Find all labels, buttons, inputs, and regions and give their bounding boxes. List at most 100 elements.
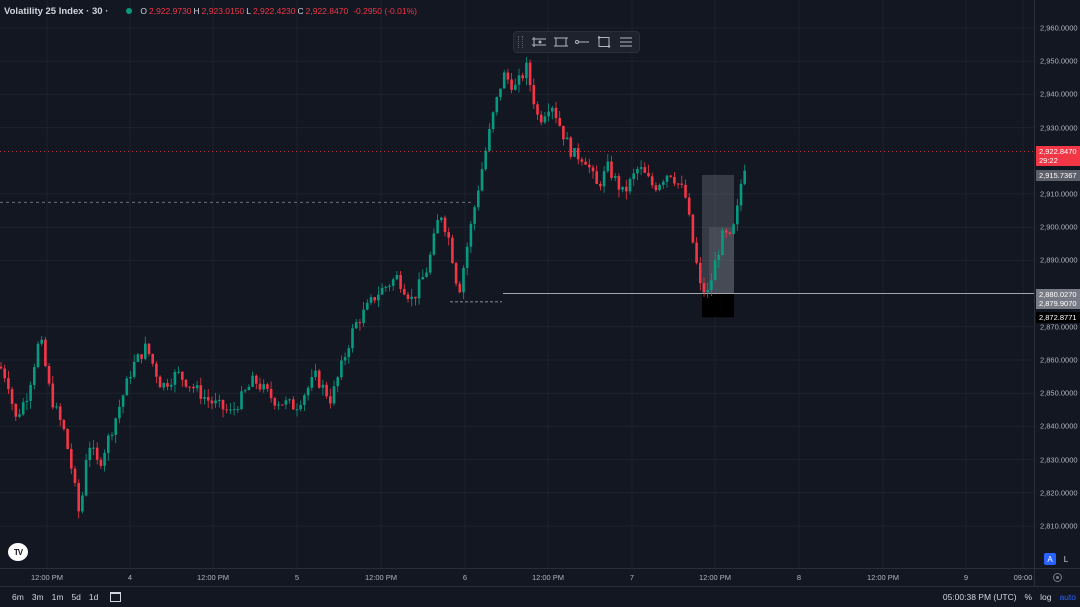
candle-body	[576, 148, 580, 160]
candle-body	[218, 399, 221, 401]
percent-toggle[interactable]: %	[1024, 592, 1033, 602]
candle-body	[303, 395, 306, 405]
symbol-title[interactable]: Volatility 25 Index · 30 ·	[4, 5, 109, 17]
candle-body	[121, 395, 125, 407]
clock[interactable]: 05:00:38 PM (UTC)	[942, 592, 1017, 602]
tradingview-logo[interactable]: TV	[8, 543, 28, 561]
candle-body	[443, 217, 447, 233]
candle-body	[403, 288, 406, 295]
change-value: -0.2950 (-0.01%)	[353, 6, 417, 16]
candle-body	[699, 262, 702, 284]
chart-header: Volatility 25 Index · 30 · O 2,922.9730 H…	[4, 4, 417, 18]
candle-body	[706, 290, 709, 293]
axis-settings[interactable]	[1034, 568, 1080, 586]
candle-body	[162, 383, 166, 388]
open-key: O	[140, 6, 147, 16]
candle-body	[195, 385, 199, 389]
candle-body	[380, 287, 384, 295]
auto-toggle[interactable]: auto	[1059, 592, 1076, 602]
candle-body	[147, 343, 151, 355]
close-key: C	[297, 6, 304, 16]
chart-area[interactable]	[0, 0, 1034, 568]
long-position-icon[interactable]	[530, 33, 549, 51]
price-tick-label: 2,870.0000	[1040, 322, 1078, 332]
gear-icon[interactable]	[1053, 573, 1062, 582]
candle-body	[399, 275, 402, 289]
candle-body	[710, 280, 713, 291]
price-tick-label: 2,950.0000	[1040, 56, 1078, 66]
lock-scale-button[interactable]: L	[1063, 554, 1069, 564]
candle-body	[588, 164, 591, 168]
candle-body	[55, 406, 58, 408]
auto-scale-button[interactable]: A	[1044, 553, 1056, 565]
short-position-icon[interactable]	[551, 33, 570, 51]
candle-body	[292, 399, 295, 410]
candle-body	[377, 294, 380, 301]
price-tick-label: 2,860.0000	[1040, 355, 1078, 365]
candle-body	[458, 283, 462, 293]
time-axis[interactable]: 12:00 PM 4 12:00 PM 5 12:00 PM 6 12:00 PM 7 12:0…	[0, 568, 1034, 586]
candle-body	[465, 246, 469, 268]
range-3m[interactable]: 3m	[31, 592, 44, 602]
candle-body	[0, 366, 3, 369]
candle-body	[639, 167, 643, 169]
range-1m[interactable]: 1m	[51, 592, 64, 602]
horizontal-ray-icon[interactable]	[573, 33, 592, 51]
calendar-icon[interactable]	[110, 592, 122, 602]
candle-body	[573, 148, 576, 157]
candle-body	[99, 459, 103, 466]
candle-body	[158, 376, 162, 388]
candle-body	[373, 297, 376, 301]
candle-body	[369, 297, 373, 303]
position-stop-zone	[702, 293, 734, 318]
candle-body	[447, 232, 450, 238]
range-1d[interactable]: 1d	[88, 592, 99, 602]
text-lines-icon[interactable]	[616, 33, 635, 51]
time-tick-label: 9	[963, 573, 969, 582]
candle-body	[47, 365, 51, 384]
price-axis[interactable]: 2,960.0000 2,950.0000 2,940.0000 2,930.0000…	[1034, 0, 1080, 568]
time-tick-label: 12:00 PM	[531, 573, 565, 582]
candle-body	[181, 371, 184, 380]
candle-body	[477, 190, 480, 208]
candle-body	[406, 294, 410, 299]
candle-body	[266, 384, 269, 389]
rectangle-icon[interactable]	[595, 33, 614, 51]
price-tick-label: 2,940.0000	[1040, 89, 1078, 99]
candle-body	[469, 223, 473, 247]
candle-body	[188, 386, 191, 388]
candle-body	[662, 181, 665, 185]
candle-body	[680, 183, 684, 185]
candle-body	[40, 339, 43, 344]
candle-body	[255, 375, 258, 384]
candle-body	[732, 224, 735, 234]
range-5d[interactable]: 5d	[71, 592, 81, 602]
candle-body	[502, 72, 506, 89]
candle-body	[595, 171, 598, 185]
drag-handle-icon[interactable]	[518, 36, 523, 48]
time-tick-label: 12:00 PM	[698, 573, 732, 582]
time-tick-label: 7	[629, 573, 635, 582]
log-toggle[interactable]: log	[1040, 592, 1052, 602]
candle-body	[647, 172, 650, 177]
time-tick-label: 12:00 PM	[30, 573, 64, 582]
candle-body	[454, 263, 458, 284]
ohlc-values: O 2,922.9730 H 2,923.0150 L 2,922.4230 C 2,9…	[140, 6, 417, 16]
candle-body	[558, 117, 561, 126]
candle-body	[358, 322, 362, 324]
candle-body	[92, 447, 95, 449]
candle-body	[528, 62, 532, 86]
candle-body	[602, 171, 606, 187]
high-value: 2,923.0150	[201, 6, 245, 16]
range-6m[interactable]: 6m	[12, 592, 24, 602]
candle-body	[632, 173, 635, 180]
candle-body	[721, 230, 724, 255]
position-target-zone	[702, 174, 734, 294]
candle-body	[617, 176, 621, 190]
candle-body	[410, 296, 413, 299]
candle-body	[506, 72, 510, 80]
price-tick-label: 2,820.0000	[1040, 488, 1078, 498]
candle-body	[695, 242, 698, 263]
candle-body	[103, 452, 106, 466]
price-chart[interactable]	[0, 0, 1034, 568]
